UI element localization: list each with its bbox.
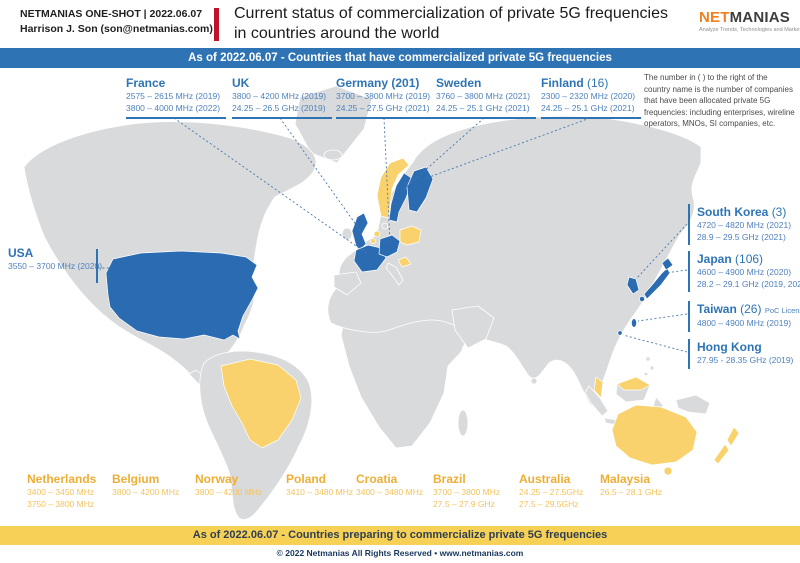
- country-name: Malaysia: [600, 472, 651, 486]
- denmark: [381, 222, 389, 230]
- banner-preparing: As of 2022.06.07 - Countries preparing t…: [0, 526, 800, 545]
- island-iceland: [323, 149, 343, 161]
- label-croatia: Croatia 3400 – 3480 MHz: [356, 472, 424, 497]
- company-count: (106): [735, 252, 764, 266]
- country-name: Brazil: [433, 472, 466, 486]
- country-name: Netherlands: [27, 472, 97, 486]
- country-name: Belgium: [112, 472, 160, 486]
- country-name: Finland (16): [541, 76, 609, 90]
- label-uk: UK 3800 – 4200 MHz (2019) 24.25 – 26.5 G…: [232, 76, 332, 119]
- title-line-2: in countries around the world: [234, 25, 440, 42]
- title-divider: [214, 8, 219, 41]
- country-belgium: [370, 238, 376, 244]
- label-sweden: Sweden 3760 – 3800 MHz (2021) 24.25 – 25…: [436, 76, 536, 119]
- license-type: PoC License: [764, 306, 800, 315]
- country-croatia: [397, 256, 412, 268]
- ireland: [341, 227, 353, 241]
- label-finland: Finland (16) 2300 – 2320 MHz (2020) 24.2…: [541, 76, 641, 119]
- island-new-guinea: [675, 394, 711, 415]
- country-name: UK: [232, 76, 250, 90]
- company-count: (3): [771, 205, 787, 219]
- country-brazil: [220, 358, 302, 449]
- label-australia: Australia 24.25 – 27.5GHz 27.5 – 29.5GHz: [519, 472, 584, 509]
- country-name: Hong Kong: [697, 340, 762, 354]
- legend-note: The number in ( ) to the right of the co…: [644, 73, 795, 128]
- iberia: [333, 271, 362, 296]
- country-name: Croatia: [356, 472, 398, 486]
- country-poland: [399, 225, 422, 246]
- banner-commercialized: As of 2022.06.07 - Countries that have c…: [0, 48, 800, 68]
- label-hong-kong: Hong Kong 27.95 - 28.35 GHz (2019): [688, 339, 793, 369]
- company-count: (201): [391, 76, 420, 90]
- usa-label-connector: [96, 249, 98, 283]
- country-name: Japan (106): [697, 252, 764, 266]
- label-taiwan: Taiwan (26) PoC License 4800 – 4900 MHz …: [688, 301, 800, 332]
- page-title: Current status of commercialization of p…: [234, 4, 668, 44]
- philippines: [645, 356, 651, 362]
- arabian-peninsula: [451, 305, 495, 349]
- country-finland: [406, 166, 434, 213]
- company-count: (16): [587, 76, 609, 90]
- italy: [385, 262, 404, 286]
- country-name: South Korea (3): [697, 205, 787, 219]
- copyright-footer: © 2022 Netmanias All Rights Reserved • w…: [276, 548, 524, 558]
- country-name: Germany (201): [336, 76, 420, 90]
- label-brazil: Brazil 3700 – 3800 MHz 27.5 – 27.9 GHz: [433, 472, 501, 509]
- logo-net: NET: [699, 9, 730, 26]
- country-australia: [611, 404, 698, 466]
- country-hong-kong: [617, 330, 623, 336]
- island-sri-lanka: [530, 377, 538, 385]
- country-name: Poland: [286, 472, 327, 486]
- country-name: Taiwan (26) PoC License: [697, 302, 800, 318]
- label-norway: Norway 3800 – 4200 MHz: [195, 472, 263, 497]
- country-south-korea: [626, 276, 640, 295]
- country-japan-hokkaido: [661, 257, 674, 271]
- label-usa: USA 3550 – 3700 MHz (2020): [8, 246, 103, 271]
- publication-name: NETMANIAS ONE-SHOT | 2022.06.07: [20, 8, 203, 20]
- company-count: (26): [740, 302, 762, 316]
- island-madagascar: [457, 409, 469, 437]
- country-malaysia-borneo: [616, 376, 651, 391]
- country-malaysia-peninsula: [593, 376, 604, 399]
- label-japan: Japan (106) 4600 – 4900 MHz (2020) 28.2 …: [688, 251, 800, 292]
- country-name: Australia: [519, 472, 571, 486]
- country-netherlands: [373, 230, 381, 238]
- country-usa: [105, 250, 259, 341]
- island-sumatra: [584, 385, 609, 417]
- country-taiwan: [631, 318, 637, 328]
- tasmania: [663, 466, 673, 476]
- new-zealand-north: [726, 426, 740, 447]
- world-map: [23, 85, 740, 520]
- country-japan-honshu: [643, 267, 671, 300]
- label-germany: Germany (201) 3700 – 3800 MHz (2019) 24.…: [336, 76, 436, 119]
- new-zealand-south: [713, 443, 730, 465]
- country-japan-kyushu: [639, 296, 645, 302]
- label-belgium: Belgium 3800 – 4200 MHz: [112, 472, 180, 497]
- label-malaysia: Malaysia 26.5 – 28.1 GHz: [600, 472, 662, 497]
- continent-greenland: [294, 85, 373, 164]
- leader-lines: [98, 117, 688, 353]
- country-name: Norway: [195, 472, 239, 486]
- country-norway: [376, 157, 410, 219]
- logo-tagline: Analyze Trends, Technologies and Market: [699, 27, 800, 33]
- country-name: France: [126, 76, 166, 90]
- label-south-korea: South Korea (3) 4720 – 4820 MHz (2021) 2…: [688, 204, 791, 245]
- title-line-1: Current status of commercialization of p…: [234, 5, 668, 22]
- label-france: France 2575 – 2615 MHz (2019) 3800 – 400…: [126, 76, 226, 119]
- publication-info: NETMANIAS ONE-SHOT | 2022.06.07 Harrison…: [20, 7, 213, 37]
- logo-manias: MANIAS: [729, 9, 790, 26]
- country-france: [353, 244, 387, 273]
- label-poland: Poland 3410 – 3480 MHz: [286, 472, 354, 497]
- netmanias-logo: NETMANIAS Analyze Trends, Technologies a…: [699, 9, 800, 33]
- author: Harrison J. Son (son@netmanias.com): [20, 23, 213, 35]
- country-name: USA: [8, 246, 34, 260]
- label-netherlands: Netherlands 3400 – 3450 MHz 3750 – 3800 …: [27, 472, 97, 509]
- country-name: Sweden: [436, 76, 482, 90]
